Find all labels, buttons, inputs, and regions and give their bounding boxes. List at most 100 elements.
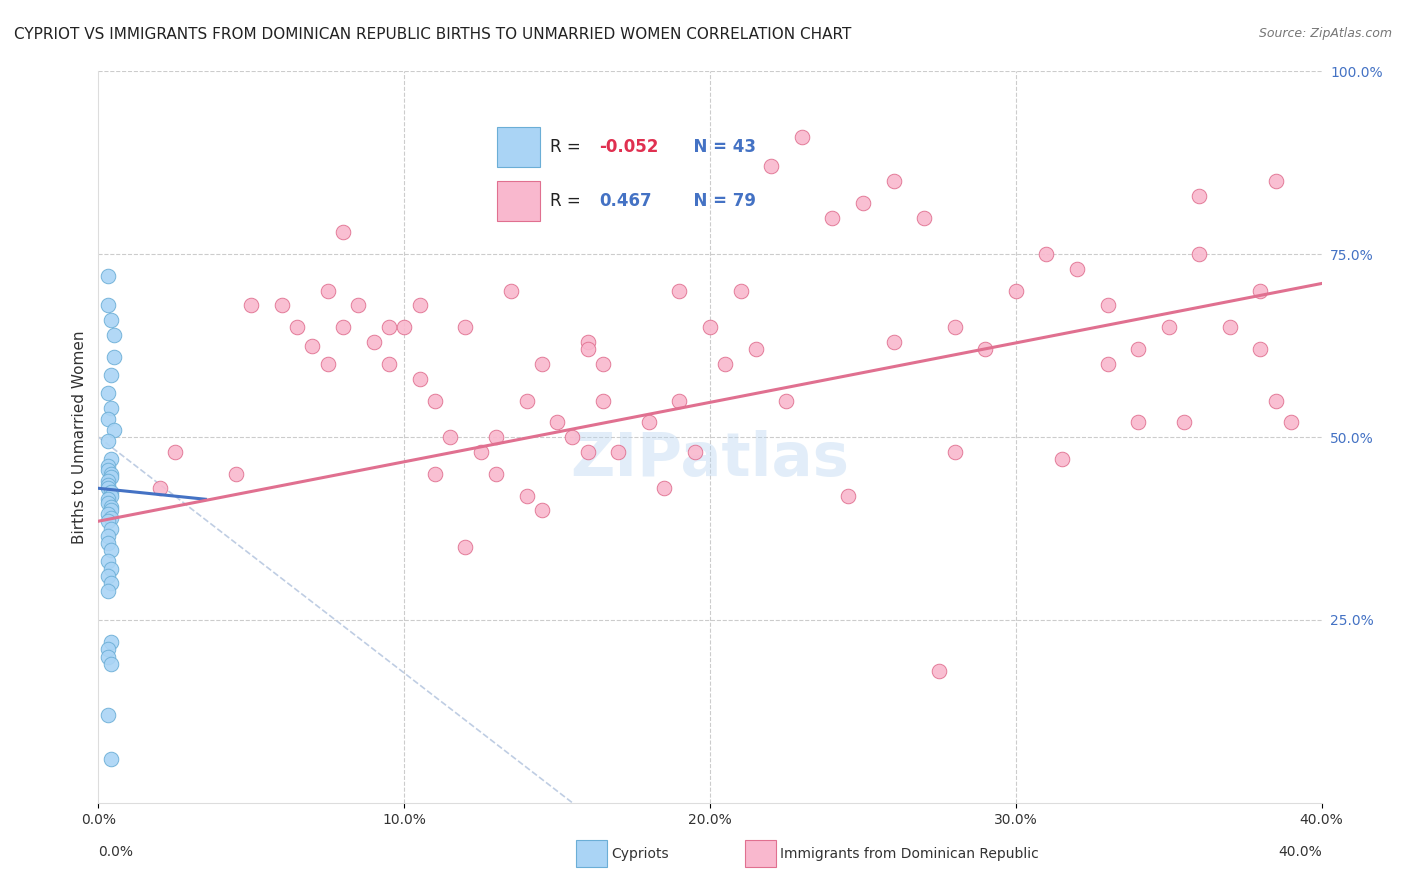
Point: [97, 412, 120, 426]
Point: [516, 393, 538, 408]
Point: [423, 467, 446, 481]
Point: [454, 320, 477, 334]
Point: [454, 540, 477, 554]
Point: [363, 334, 385, 349]
Point: [100, 657, 122, 671]
Point: [97, 507, 120, 521]
Point: [97, 708, 120, 723]
Point: [837, 489, 859, 503]
Point: [561, 430, 583, 444]
Point: [470, 444, 492, 458]
Point: [943, 320, 966, 334]
Point: [97, 434, 120, 448]
Point: [1097, 298, 1119, 312]
Point: [730, 284, 752, 298]
Point: [1128, 416, 1150, 430]
Point: [285, 320, 308, 334]
Point: [1128, 343, 1150, 357]
Point: [100, 485, 122, 500]
Point: [100, 635, 122, 649]
Point: [392, 320, 416, 334]
Text: Cypriots: Cypriots: [612, 847, 669, 861]
Point: [852, 196, 875, 211]
Point: [97, 583, 120, 598]
Point: [638, 416, 661, 430]
Point: [100, 500, 122, 514]
Point: [912, 211, 935, 225]
Point: [1188, 247, 1211, 261]
Point: [1279, 416, 1302, 430]
Point: [699, 320, 721, 334]
Point: [149, 481, 172, 495]
Point: [1219, 320, 1241, 334]
Point: [100, 752, 122, 766]
Point: [316, 284, 339, 298]
Point: [592, 357, 614, 371]
Point: [100, 368, 122, 382]
Point: [270, 298, 294, 312]
Point: [97, 529, 120, 543]
Point: [100, 489, 122, 503]
Text: R =: R =: [550, 138, 586, 156]
Point: [301, 339, 323, 353]
Point: [668, 284, 690, 298]
Y-axis label: Births to Unmarried Women: Births to Unmarried Women: [72, 330, 87, 544]
Point: [943, 444, 966, 458]
Point: [97, 492, 120, 507]
Point: [100, 543, 122, 558]
Point: [97, 554, 120, 568]
Point: [1264, 393, 1286, 408]
Point: [576, 343, 599, 357]
Point: [97, 477, 120, 491]
Point: [883, 174, 905, 188]
Point: [100, 576, 122, 591]
Point: [516, 489, 538, 503]
Point: [225, 467, 247, 481]
Point: [745, 343, 768, 357]
Point: [546, 416, 568, 430]
Text: N = 43: N = 43: [682, 138, 756, 156]
Point: [1004, 284, 1026, 298]
Point: [683, 444, 706, 458]
Point: [821, 211, 844, 225]
Point: [100, 470, 122, 484]
Point: [928, 664, 950, 678]
Point: [439, 430, 461, 444]
Point: [347, 298, 370, 312]
Point: [100, 510, 122, 524]
Point: [1250, 284, 1272, 298]
Text: CYPRIOT VS IMMIGRANTS FROM DOMINICAN REPUBLIC BIRTHS TO UNMARRIED WOMEN CORRELAT: CYPRIOT VS IMMIGRANTS FROM DOMINICAN REP…: [14, 27, 852, 42]
Text: -0.052: -0.052: [599, 138, 658, 156]
Point: [103, 423, 125, 437]
Point: [485, 430, 508, 444]
Point: [100, 562, 122, 576]
Point: [100, 467, 122, 481]
Point: [97, 481, 120, 495]
Point: [1066, 261, 1088, 276]
Point: [1188, 188, 1211, 202]
Text: N = 79: N = 79: [682, 192, 756, 210]
Point: [316, 357, 339, 371]
Text: 40.0%: 40.0%: [1278, 845, 1322, 859]
Point: [332, 225, 354, 239]
Point: [100, 452, 122, 467]
Point: [408, 298, 430, 312]
Point: [790, 130, 813, 145]
Point: [1035, 247, 1057, 261]
Text: 0.467: 0.467: [599, 192, 652, 210]
Point: [883, 334, 905, 349]
Point: [1157, 320, 1180, 334]
Point: [378, 357, 401, 371]
Point: [97, 459, 120, 474]
Point: [775, 393, 797, 408]
Point: [1173, 416, 1195, 430]
Text: ZIPatlas: ZIPatlas: [571, 430, 849, 489]
Point: [97, 463, 120, 477]
Text: Immigrants from Dominican Republic: Immigrants from Dominican Republic: [780, 847, 1039, 861]
Point: [100, 521, 122, 535]
Point: [592, 393, 614, 408]
Point: [576, 334, 599, 349]
Point: [240, 298, 263, 312]
Point: [97, 536, 120, 550]
Point: [501, 284, 523, 298]
